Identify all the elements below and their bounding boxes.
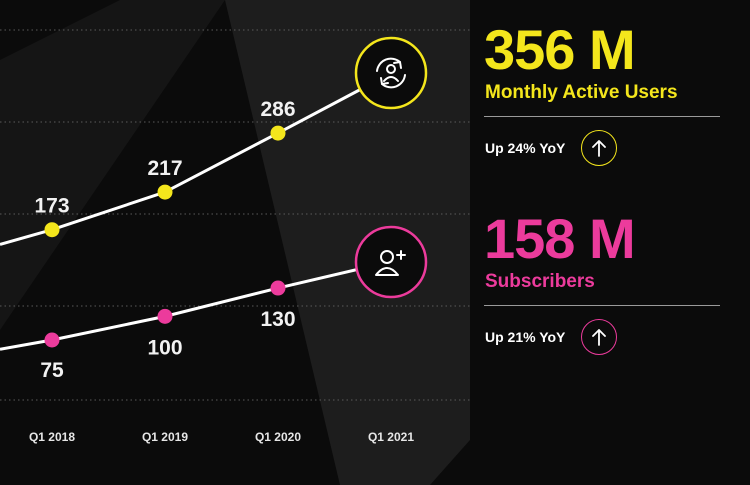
grid-lines — [0, 29, 470, 401]
subscribers-change-text: Up 21% YoY — [485, 329, 566, 345]
x-tick-label: Q1 2019 — [142, 430, 188, 444]
x-axis: Q1 2018 Q1 2019 Q1 2020 Q1 2021 — [29, 430, 414, 444]
data-point — [44, 222, 60, 238]
user-refresh-icon — [376, 57, 406, 89]
add-user-icon — [375, 250, 406, 276]
data-label: 173 — [34, 195, 69, 218]
background-shape — [0, 0, 225, 330]
subscribers-change-row: Up 21% YoY — [484, 317, 720, 357]
series-end-icons — [354, 36, 428, 299]
subscribers-end-badge — [354, 225, 428, 299]
mau-label: Monthly Active Users — [485, 82, 678, 103]
data-points — [44, 125, 286, 348]
mau-divider — [484, 116, 720, 117]
background-shape — [225, 0, 470, 485]
arrow-up-icon — [581, 319, 618, 355]
x-tick-label: Q1 2018 — [29, 430, 75, 444]
mau-change-row: Up 24% YoY — [484, 128, 720, 168]
data-point — [270, 125, 286, 141]
data-label: 286 — [260, 98, 295, 121]
data-label: 75 — [40, 359, 64, 382]
x-tick-label: Q1 2021 — [368, 430, 414, 444]
data-label: 217 — [147, 157, 182, 180]
mau-change-text: Up 24% YoY — [485, 140, 566, 156]
subscribers-label: Subscribers — [485, 271, 595, 292]
data-label: 100 — [147, 336, 182, 359]
arrow-up-icon — [581, 130, 618, 166]
mau-panel: 356 M Monthly Active Users Up 24% YoY — [484, 22, 720, 168]
x-tick-label: Q1 2020 — [255, 430, 301, 444]
mau-end-badge — [354, 36, 428, 110]
data-labels: 173 217 286 75 100 130 — [34, 98, 295, 382]
data-point — [157, 308, 173, 324]
subscribers-value: 158 M — [484, 207, 636, 270]
data-point — [44, 332, 60, 348]
data-point — [157, 184, 173, 200]
data-point — [270, 280, 286, 296]
subscribers-divider — [484, 305, 720, 306]
subscribers-panel: 158 M Subscribers Up 21% YoY — [484, 211, 720, 357]
data-label: 130 — [260, 308, 295, 331]
mau-value: 356 M — [484, 18, 636, 81]
